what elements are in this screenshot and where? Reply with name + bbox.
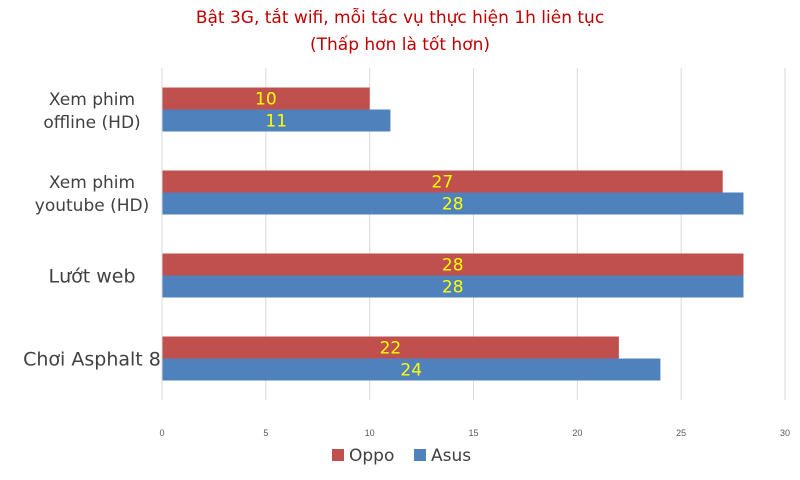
legend-swatch-asus — [414, 449, 426, 461]
data-label: 27 — [432, 173, 454, 193]
bar-asus — [162, 275, 744, 298]
data-label: 28 — [442, 278, 464, 298]
data-label: 11 — [265, 112, 287, 132]
bar-asus — [162, 192, 744, 215]
category-label: Chơi Asphalt 8 — [23, 349, 161, 371]
category-label: Xem phim — [49, 90, 135, 110]
legend-swatch-oppo — [332, 449, 344, 461]
chart-title: Bật 3G, tắt wifi, mỗi tác vụ thực hiện 1… — [195, 8, 605, 28]
x-tick-label: 20 — [572, 428, 582, 438]
legend-label: Asus — [431, 446, 471, 466]
data-label: 28 — [442, 195, 464, 215]
x-tick-label: 15 — [468, 428, 478, 438]
x-tick-label: 5 — [263, 428, 268, 438]
category-label: Lướt web — [48, 266, 135, 288]
data-label: 10 — [255, 90, 277, 110]
x-tick-label: 0 — [159, 428, 164, 438]
legend-label: Oppo — [349, 446, 394, 466]
x-tick-label: 25 — [676, 428, 686, 438]
category-label: offline (HD) — [43, 113, 140, 133]
data-label: 22 — [380, 339, 402, 359]
bar-oppo — [162, 87, 370, 110]
bar-oppo — [162, 170, 723, 193]
x-tick-label: 30 — [780, 428, 790, 438]
category-label: youtube (HD) — [35, 196, 149, 216]
bar-asus — [162, 358, 661, 381]
category-label: Xem phim — [49, 173, 135, 193]
x-tick-label: 10 — [365, 428, 375, 438]
bar-asus — [162, 109, 391, 132]
data-label: 28 — [442, 256, 464, 276]
bar-oppo — [162, 253, 744, 276]
bar-oppo — [162, 336, 619, 359]
chart-subtitle: (Thấp hơn là tốt hơn) — [309, 35, 491, 55]
data-label: 24 — [400, 361, 422, 381]
